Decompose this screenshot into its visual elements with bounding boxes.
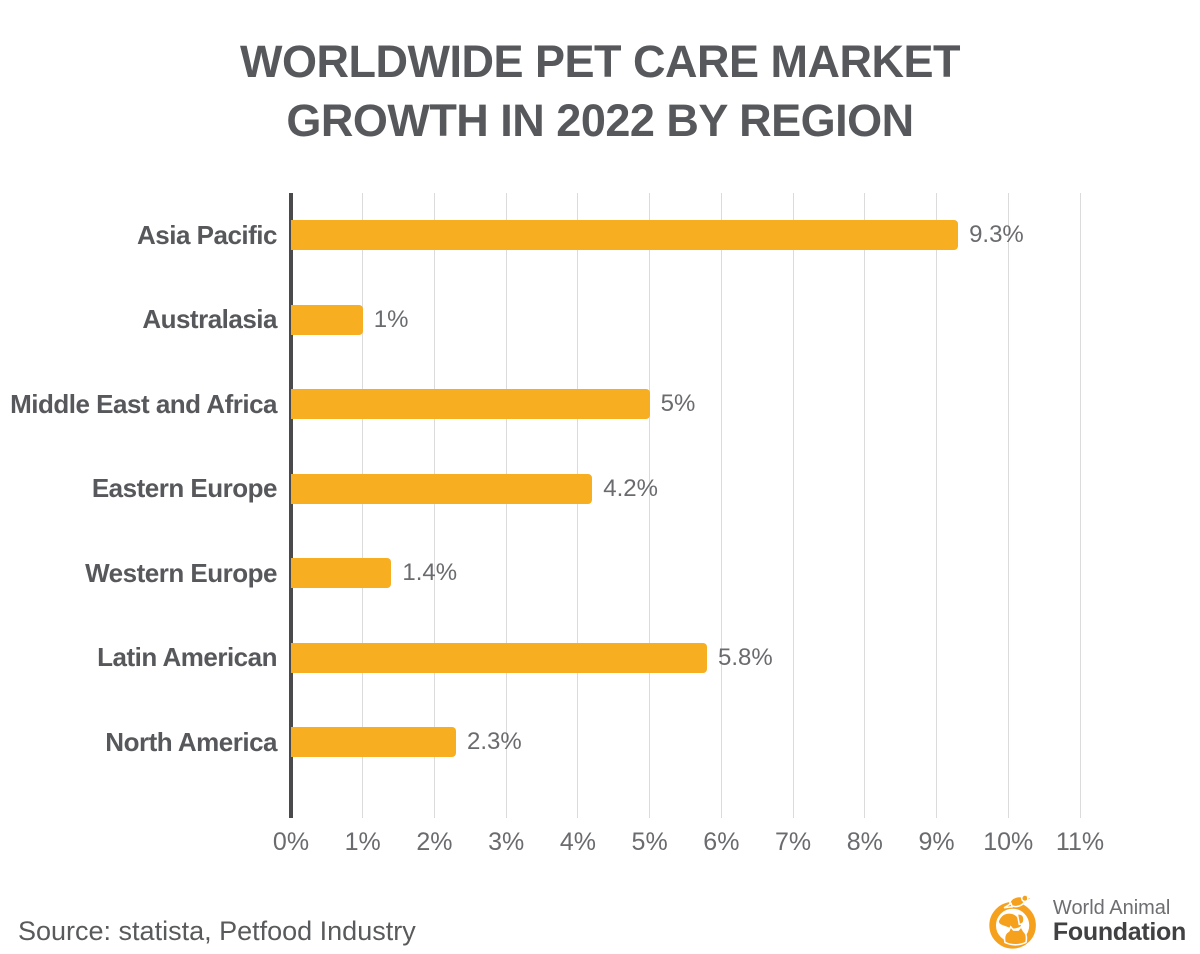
bar bbox=[291, 220, 959, 251]
category-label: Australasia bbox=[142, 304, 277, 335]
x-axis-tick-labels: 0% 1% 2% 3% 4% 5% 6% 7% 8% 9% 10% 11% bbox=[0, 828, 1200, 862]
category-label: Western Europe bbox=[85, 557, 277, 588]
logo-text: World Animal Foundation bbox=[1052, 897, 1186, 947]
category-label: Eastern Europe bbox=[91, 473, 278, 504]
gridline bbox=[649, 193, 651, 818]
x-tick-label: 11% bbox=[1055, 828, 1105, 856]
x-tick-label: 8% bbox=[846, 828, 883, 856]
chart-row: 1% bbox=[291, 278, 1080, 363]
chart-title-line1: WORLDWIDE PET CARE MARKET bbox=[240, 36, 960, 87]
bar-value-label: 1% bbox=[373, 305, 409, 333]
bar-value-label: 5.8% bbox=[718, 643, 773, 671]
gridline bbox=[1007, 193, 1009, 818]
chart-title-line2: GROWTH IN 2022 BY REGION bbox=[286, 95, 914, 146]
bar-value-label: 2.3% bbox=[466, 728, 522, 756]
chart-row: 1.4% bbox=[291, 531, 1080, 616]
bar bbox=[291, 558, 392, 589]
world-animal-foundation-icon bbox=[989, 894, 1036, 949]
chart-row: 9.3% bbox=[291, 193, 1080, 278]
category-label: Asia Pacific bbox=[137, 219, 277, 250]
bar bbox=[291, 642, 708, 673]
bar-chart-plot-area: 9.3% 1% 5% 4.2% 1.4% 5.8% 2.3% bbox=[289, 193, 1081, 818]
bar-value-label: 4.2% bbox=[603, 474, 658, 502]
gridline bbox=[362, 193, 364, 818]
gridline bbox=[792, 193, 794, 818]
x-tick-label: 4% bbox=[559, 828, 596, 856]
y-axis-line bbox=[289, 193, 293, 818]
chart-title: WORLDWIDE PET CARE MARKET GROWTH IN 2022 … bbox=[0, 32, 1200, 150]
bar-value-label: 9.3% bbox=[969, 221, 1024, 249]
bar bbox=[291, 389, 650, 420]
chart-row: 5.8% bbox=[291, 616, 1080, 701]
gridline bbox=[1079, 193, 1081, 818]
x-tick-label: 2% bbox=[416, 828, 453, 856]
logo-line1: World Animal bbox=[1052, 897, 1171, 920]
source-text: Source: statista, Petfood Industry bbox=[18, 916, 416, 946]
category-label: Middle East and Africa bbox=[10, 388, 277, 419]
x-tick-label: 9% bbox=[918, 828, 955, 856]
gridline bbox=[864, 193, 866, 818]
x-tick-label: 10% bbox=[983, 828, 1034, 856]
x-tick-label: 1% bbox=[344, 828, 381, 856]
bar bbox=[291, 304, 363, 335]
gridline bbox=[433, 193, 435, 818]
bar-value-label: 1.4% bbox=[402, 559, 458, 587]
bar bbox=[291, 727, 456, 758]
bar bbox=[291, 473, 593, 504]
x-tick-label: 0% bbox=[272, 828, 310, 856]
category-label: Latin American bbox=[97, 642, 277, 673]
gridline bbox=[936, 193, 938, 818]
gridline bbox=[505, 193, 507, 818]
gridline bbox=[720, 193, 722, 818]
x-tick-label: 3% bbox=[488, 828, 525, 856]
bar-value-label: 5% bbox=[660, 390, 696, 418]
category-label: North America bbox=[105, 726, 277, 757]
gridline bbox=[577, 193, 579, 818]
x-tick-label: 6% bbox=[703, 828, 740, 856]
chart-row: 5% bbox=[291, 362, 1080, 447]
category-labels: Asia Pacific Australasia Middle East and A… bbox=[0, 193, 277, 818]
chart-row: 2.3% bbox=[291, 700, 1080, 785]
logo-line2: Foundation bbox=[1052, 918, 1186, 947]
x-tick-label: 5% bbox=[631, 828, 668, 856]
world-animal-foundation-logo: World Animal Foundation bbox=[986, 893, 1186, 951]
chart-row: 4.2% bbox=[291, 447, 1080, 532]
x-tick-label: 7% bbox=[775, 828, 812, 856]
